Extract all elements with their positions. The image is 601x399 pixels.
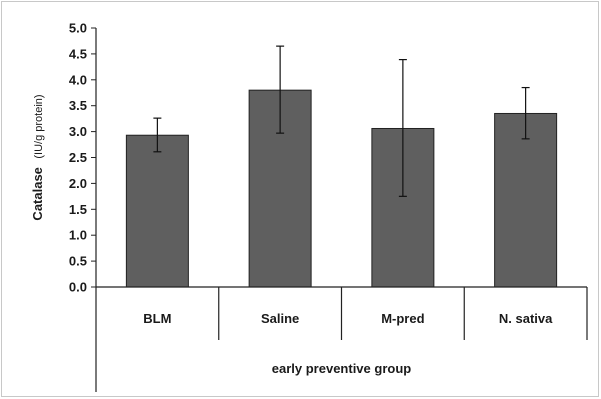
y-tick-label: 0.5 [69,254,87,269]
y-axis-ticks: 0.0 0.5 1.0 1.5 2.0 2.5 3.0 3.5 4.0 4.5 5.0 [69,21,96,295]
y-tick-label: 5.0 [69,21,87,36]
bar-n-sativa [494,112,558,288]
bar-blm [125,134,189,288]
y-tick-label: 4.5 [69,46,87,61]
bars [125,89,558,288]
error-bars [153,45,530,197]
y-axis-label-unit: (IU/g protein) [33,94,45,158]
y-tick-label: 2.0 [69,176,87,191]
y-tick-label: 1.0 [69,228,87,243]
y-axis-label-main: Catalase [30,167,45,220]
axes [95,28,588,392]
y-tick-label: 0.0 [69,280,87,295]
y-tick-label: 2.5 [69,150,87,165]
x-axis-group-label: early preventive group [272,361,411,376]
y-axis-label: Catalase (IU/g protein) [29,94,46,220]
category-label: N. sativa [499,311,553,326]
category-label: Saline [261,311,299,326]
y-tick-label: 3.5 [69,98,87,113]
y-tick-label: 3.0 [69,124,87,139]
y-tick-label: 1.5 [69,202,87,217]
y-tick-label: 4.0 [69,72,87,87]
category-label: BLM [143,311,171,326]
category-label: M-pred [381,311,424,326]
category-labels: BLM Saline M-pred N. sativa [143,311,553,326]
